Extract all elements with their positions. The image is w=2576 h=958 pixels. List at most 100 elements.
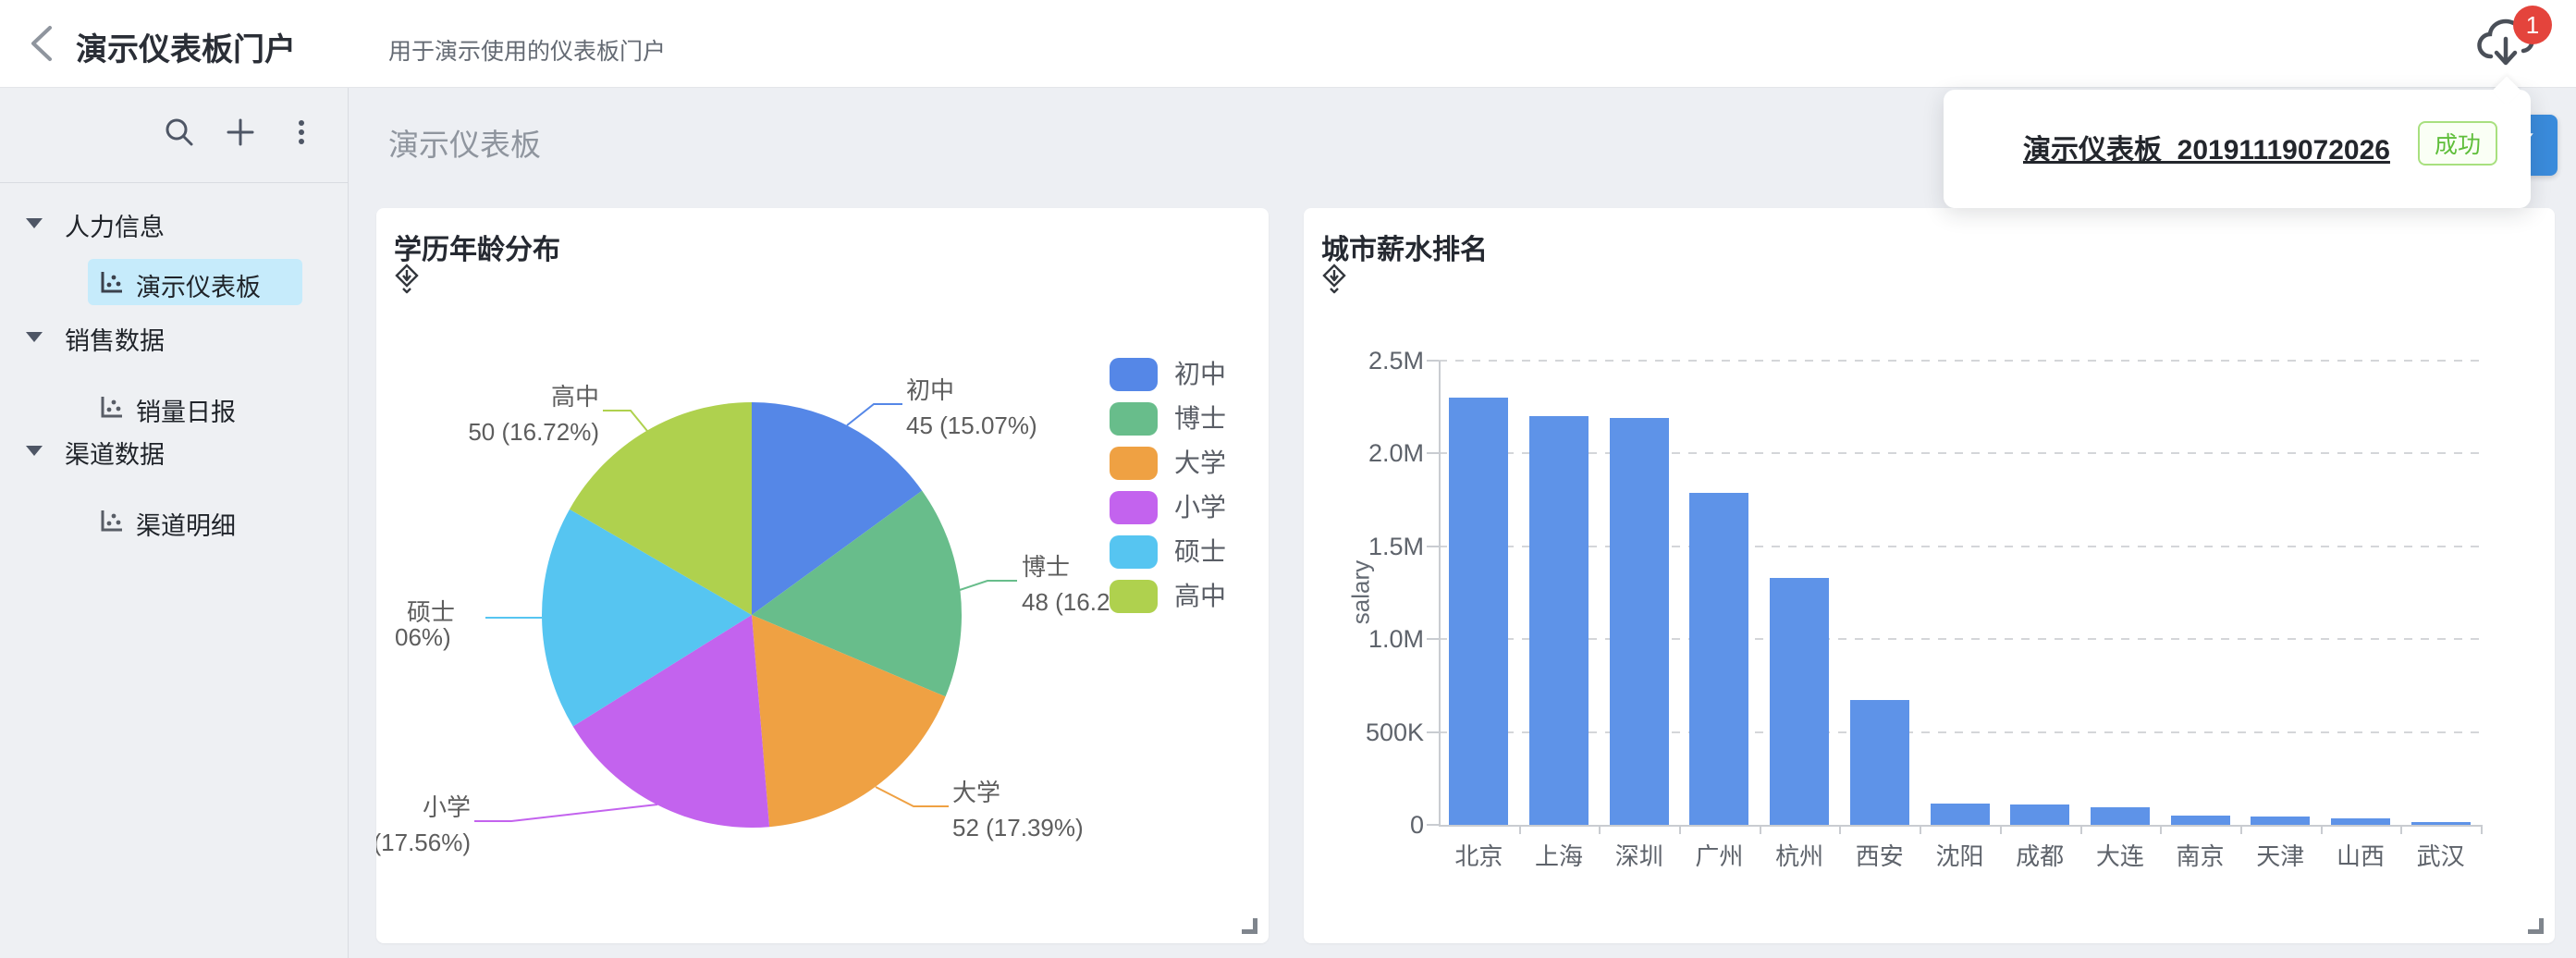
bar-成都[interactable] xyxy=(2010,804,2070,825)
dashboard-title: 演示仪表板 xyxy=(388,128,541,162)
card-city-salary: 城市薪水排名 salary 0 500K 1.0M 1.5M 2.0M 2.5M 北京 上海深… xyxy=(1304,208,2555,943)
download-item-link[interactable]: 演示仪表板_20191119072026 xyxy=(2023,135,2390,166)
caret-down-icon xyxy=(26,218,43,228)
legend-label: 初中 xyxy=(1174,360,1227,388)
tree-group-label: 销售数据 xyxy=(65,327,165,355)
bar-大连[interactable] xyxy=(2090,807,2150,825)
tree-group-channel[interactable]: 渠道数据 xyxy=(0,433,348,473)
pie-slice-label: 06%) xyxy=(395,623,451,651)
bar-广州[interactable] xyxy=(1689,493,1749,825)
bar-山西[interactable] xyxy=(2330,818,2390,825)
bar-上海[interactable] xyxy=(1529,416,1589,825)
pie-legend: 初中博士大学小学硕士高中 xyxy=(1110,358,1226,613)
legend-label: 大学 xyxy=(1174,448,1227,477)
drill-down-icon[interactable] xyxy=(395,264,419,295)
legend-item-初中[interactable]: 初中 xyxy=(1110,358,1226,391)
back-button[interactable] xyxy=(24,22,61,65)
y-tick-mark xyxy=(1427,731,1439,733)
x-tick-mark xyxy=(1759,825,1761,834)
pie-slice-label: 高中 50 (16.72%) xyxy=(468,383,599,446)
bar-西安[interactable] xyxy=(1849,700,1909,825)
caret-down-icon xyxy=(26,446,43,456)
pie-chart xyxy=(474,402,1017,829)
legend-item-博士[interactable]: 博士 xyxy=(1110,402,1226,436)
pie-slice-初中[interactable] xyxy=(752,402,923,615)
pie-slice-label: 初中 45 (15.07%) xyxy=(906,376,1037,439)
x-tick-label: 山西 xyxy=(2336,842,2385,870)
x-tick-label: 西安 xyxy=(1855,842,1904,870)
legend-item-硕士[interactable]: 硕士 xyxy=(1110,535,1226,569)
chart-icon xyxy=(101,397,122,418)
pie-slice-大学[interactable] xyxy=(752,615,946,828)
gridline xyxy=(1439,452,2481,455)
status-badge: 成功 xyxy=(2417,121,2497,166)
pie-slice-label: 硕士 xyxy=(407,598,456,626)
bar-北京[interactable] xyxy=(1449,398,1509,825)
y-tick-label: 2.5M xyxy=(1368,347,1424,375)
legend-label: 硕士 xyxy=(1174,537,1227,566)
sidebar-item-demo-dashboard[interactable]: 演示仪表板 xyxy=(88,259,302,305)
legend-swatch xyxy=(1110,580,1158,613)
legend-item-高中[interactable]: 高中 xyxy=(1110,580,1226,613)
pie-slice-博士[interactable] xyxy=(752,490,962,697)
x-tick-label: 成都 xyxy=(2016,842,2065,870)
app-header: 演示仪表板门户 用于演示使用的仪表板门户 xyxy=(0,0,2576,88)
y-tick-label: 1.0M xyxy=(1368,625,1424,654)
add-icon[interactable] xyxy=(224,116,257,149)
legend-item-大学[interactable]: 大学 xyxy=(1110,447,1226,480)
gridline xyxy=(1439,545,2481,547)
sidebar: 人力信息 演示仪表板 销售数据 销量日报 渠道数据 渠道明细 xyxy=(0,88,349,958)
x-tick-mark xyxy=(1999,825,2002,834)
bar-武汉[interactable] xyxy=(2410,822,2471,825)
x-tick-mark xyxy=(2079,825,2082,834)
resize-handle[interactable] xyxy=(1242,918,1257,934)
search-icon[interactable] xyxy=(163,116,196,149)
bar-南京[interactable] xyxy=(2170,816,2230,825)
x-tick-mark xyxy=(1920,825,1922,834)
x-tick-mark xyxy=(2481,825,2483,834)
sidebar-item-sales-daily[interactable]: 销量日报 xyxy=(88,384,302,430)
legend-swatch xyxy=(1110,447,1158,480)
chart-title: 城市薪水排名 xyxy=(1321,235,1488,265)
tree-item-label: 渠道明细 xyxy=(136,512,236,540)
pie-slice-高中[interactable] xyxy=(570,402,752,615)
gridline xyxy=(1439,360,2481,362)
y-tick-label: 1.5M xyxy=(1368,532,1424,560)
bar-杭州[interactable] xyxy=(1770,578,1830,825)
bar-沈阳[interactable] xyxy=(1930,804,1990,825)
x-tick-label: 南京 xyxy=(2176,842,2225,870)
drill-down-icon[interactable] xyxy=(1322,264,1346,295)
pie-label-leader xyxy=(846,403,902,426)
back-chevron-icon xyxy=(31,26,52,61)
x-tick-label: 天津 xyxy=(2256,842,2305,870)
x-tick-mark xyxy=(1518,825,1521,834)
y-tick-mark xyxy=(1427,452,1439,455)
x-tick-mark xyxy=(2160,825,2163,834)
tree-group-sales[interactable]: 销售数据 xyxy=(0,319,348,360)
pie-label-leader xyxy=(603,410,648,432)
more-options-icon[interactable] xyxy=(285,116,318,149)
legend-swatch xyxy=(1110,358,1158,391)
pie-slice-小学[interactable] xyxy=(572,615,770,829)
y-axis-line xyxy=(1439,361,1441,825)
pie-label-leader xyxy=(875,786,949,807)
legend-item-小学[interactable]: 小学 xyxy=(1110,491,1226,524)
y-tick-mark xyxy=(1427,638,1439,641)
chart-icon xyxy=(101,510,122,532)
legend-swatch xyxy=(1110,491,1158,524)
page-subtitle: 用于演示使用的仪表板门户 xyxy=(388,39,667,65)
resize-handle[interactable] xyxy=(2528,918,2544,934)
y-tick-mark xyxy=(1427,360,1439,362)
y-tick-label: 500K xyxy=(1365,718,1424,746)
pie-slice-label: 博士 48 (16.2 xyxy=(1022,553,1110,616)
tree-item-label: 销量日报 xyxy=(136,399,236,426)
bar-天津[interactable] xyxy=(2251,817,2311,825)
page-title: 演示仪表板门户 xyxy=(76,32,296,68)
caret-down-icon xyxy=(26,332,43,342)
x-tick-mark xyxy=(1679,825,1682,834)
pie-slice-硕士[interactable] xyxy=(542,509,752,727)
tree-group-hr[interactable]: 人力信息 xyxy=(0,205,348,246)
bar-深圳[interactable] xyxy=(1609,418,1669,825)
sidebar-item-channel-detail[interactable]: 渠道明细 xyxy=(88,497,302,544)
chart-icon xyxy=(101,272,122,293)
